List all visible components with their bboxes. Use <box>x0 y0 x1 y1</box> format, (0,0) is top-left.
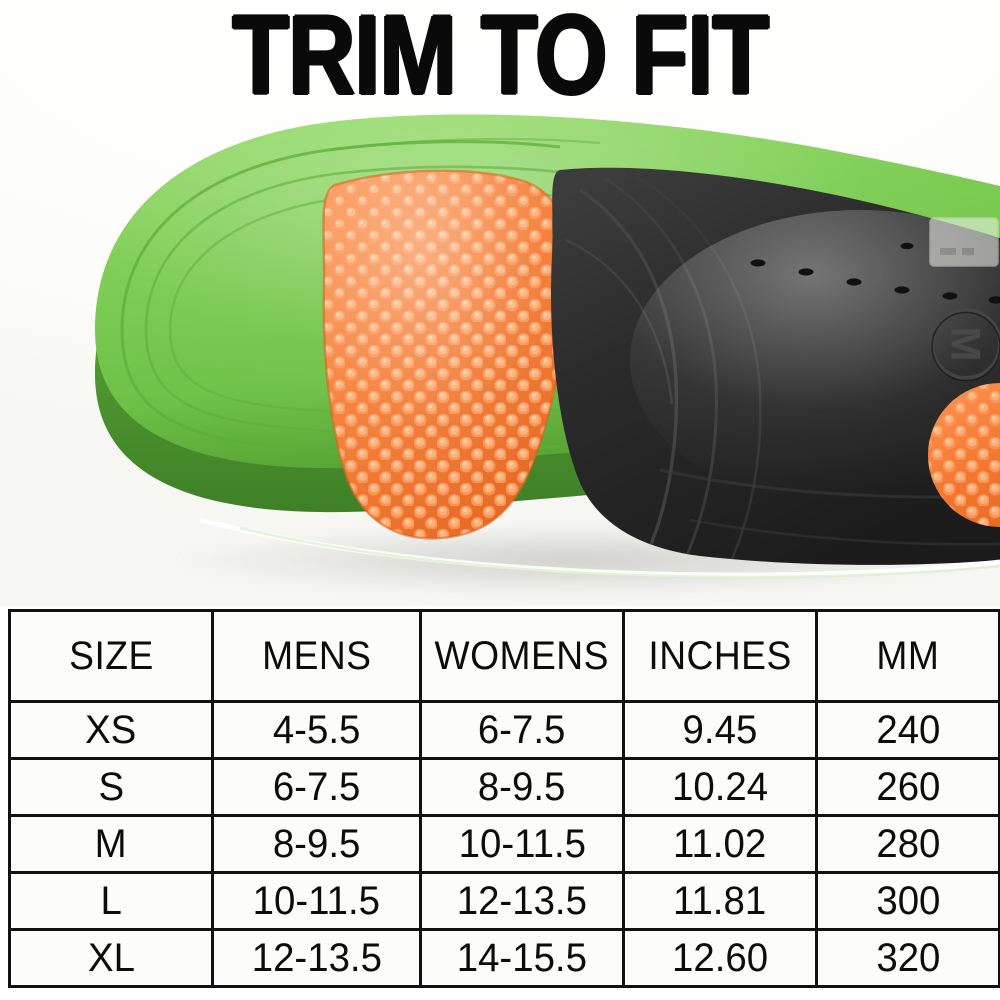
forefoot-cushion-pad <box>322 169 572 540</box>
header-cell-inches: INCHES <box>622 609 818 703</box>
cell-mens: 4-5.5 <box>211 700 422 760</box>
size-emboss-badge: M <box>930 308 1000 382</box>
cell-mm: 320 <box>815 928 1000 988</box>
product-photo: M <box>0 0 1000 606</box>
cell-mens: 8-9.5 <box>211 814 422 874</box>
hang-tag <box>929 217 999 267</box>
header-cell-mm: MM <box>815 609 1000 703</box>
cell-mm: 280 <box>815 814 1000 874</box>
base-edge-highlight <box>199 517 1000 579</box>
cell-womens: 8-9.5 <box>419 757 625 817</box>
table-row: L 10-11.5 12-13.5 11.81 300 <box>8 871 1000 931</box>
table-row: XL 12-13.5 14-15.5 12.60 320 <box>8 928 1000 988</box>
cell-inches: 11.02 <box>622 814 818 874</box>
size-chart-body: SIZE MENS WOMENS INCHES MM XS 4-5.5 6-7.… <box>8 609 1000 988</box>
header-cell-size: SIZE <box>8 609 214 703</box>
cell-womens: 14-15.5 <box>419 928 625 988</box>
cell-mm: 300 <box>815 871 1000 931</box>
cell-size: L <box>8 871 214 931</box>
header-cell-mens: MENS <box>211 609 422 703</box>
size-emboss-letter: M <box>943 327 990 362</box>
cell-mm: 240 <box>815 700 1000 760</box>
cell-womens: 6-7.5 <box>419 700 625 760</box>
size-chart-table: SIZE MENS WOMENS INCHES MM XS 4-5.5 6-7.… <box>8 609 1000 988</box>
cell-inches: 9.45 <box>622 700 818 760</box>
cell-womens: 12-13.5 <box>419 871 625 931</box>
cell-mens: 10-11.5 <box>211 871 422 931</box>
table-header-row: SIZE MENS WOMENS INCHES MM <box>8 609 1000 703</box>
cell-inches: 10.24 <box>622 757 818 817</box>
cell-mm: 260 <box>815 757 1000 817</box>
table-row: S 6-7.5 8-9.5 10.24 260 <box>8 757 1000 817</box>
cell-size: XL <box>8 928 214 988</box>
cell-size: XS <box>8 700 214 760</box>
cell-size: M <box>8 814 214 874</box>
header-cell-womens: WOMENS <box>419 609 625 703</box>
cell-size: S <box>8 757 214 817</box>
cell-womens: 10-11.5 <box>419 814 625 874</box>
cell-inches: 12.60 <box>622 928 818 988</box>
cell-mens: 6-7.5 <box>211 757 422 817</box>
cell-inches: 11.81 <box>622 871 818 931</box>
ventilation-holes <box>750 242 1000 304</box>
size-chart-table-wrapper: SIZE MENS WOMENS INCHES MM XS 4-5.5 6-7.… <box>8 609 1000 988</box>
insole-illustration: M <box>95 114 1000 579</box>
table-row: XS 4-5.5 6-7.5 9.45 240 <box>8 700 1000 760</box>
table-row: M 8-9.5 10-11.5 11.02 280 <box>8 814 1000 874</box>
cell-mens: 12-13.5 <box>211 928 422 988</box>
